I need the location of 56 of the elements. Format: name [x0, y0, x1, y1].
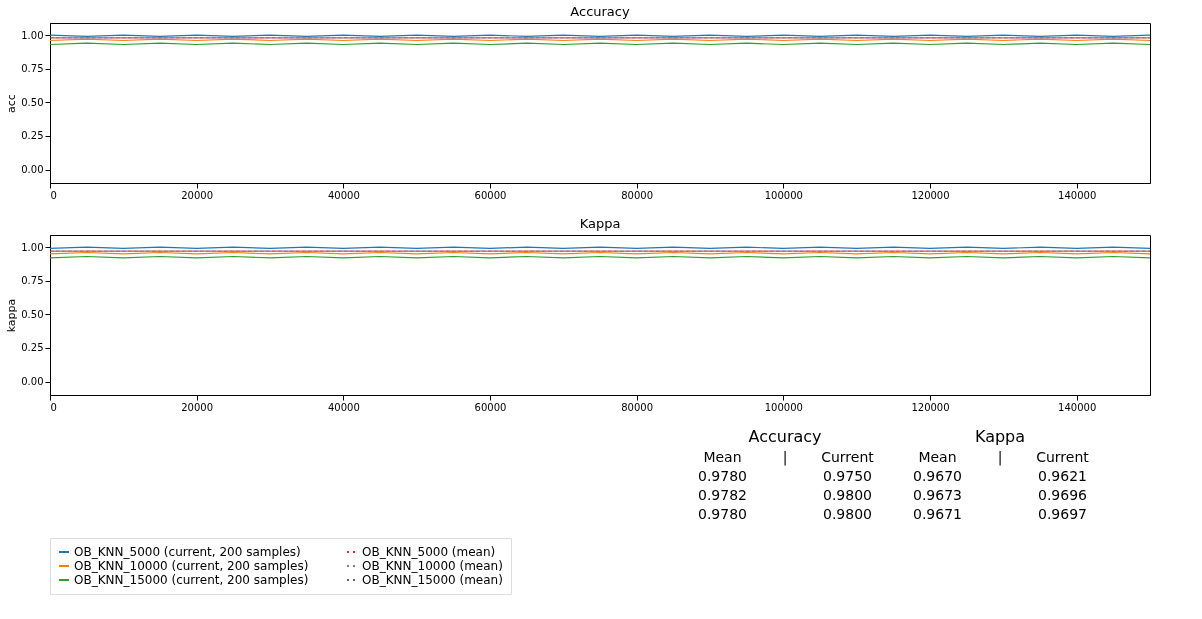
text: 0.9671: [913, 505, 962, 522]
text: Current: [1036, 449, 1090, 466]
y-tick-label: 0.75: [21, 63, 44, 75]
y-tick-label: 0.50: [21, 308, 44, 320]
y-tick-label: 1.00: [21, 241, 44, 253]
chart-title: Accuracy: [570, 4, 630, 19]
y-tick-label: 0.50: [21, 96, 44, 108]
x-tick-label: 0: [50, 189, 57, 201]
text: Accuracy: [748, 427, 822, 446]
text: 0.9800: [823, 486, 872, 503]
x-tick-label: 40000: [327, 401, 360, 413]
legend-label: OB_KNN_10000 (mean): [362, 559, 503, 573]
text: Mean: [918, 449, 957, 466]
x-tick-label: 100000: [764, 189, 803, 201]
x-tick-label: 80000: [621, 189, 654, 201]
chart-title: Kappa: [579, 216, 621, 231]
x-tick-label: 20000: [181, 401, 214, 413]
text: 0.9750: [823, 468, 872, 485]
text: Kappa: [974, 427, 1026, 446]
x-tick-label: 20000: [181, 189, 214, 201]
x-tick-label: 0: [50, 401, 57, 413]
text: 0.9782: [698, 486, 747, 503]
x-tick-label: 40000: [327, 189, 360, 201]
x-tick-label: 120000: [911, 189, 950, 201]
text: Current: [821, 449, 875, 466]
text: 0.9621: [1038, 468, 1087, 485]
legend-label: OB_KNN_15000 (current, 200 samples): [74, 573, 309, 587]
y-tick-label: 0.25: [21, 130, 44, 142]
y-tick-label: 0.25: [21, 342, 44, 354]
x-tick-label: 120000: [911, 401, 950, 413]
text: |: [782, 449, 788, 467]
text: 0.9780: [698, 505, 747, 522]
x-tick-label: 100000: [764, 401, 803, 413]
text: 0.9696: [1038, 486, 1088, 503]
y-axis-title: acc: [5, 94, 19, 113]
legend-label: OB_KNN_15000 (mean): [362, 573, 503, 587]
y-tick-label: 0.00: [21, 376, 44, 388]
x-tick-label: 140000: [1058, 401, 1097, 413]
legend-label: OB_KNN_10000 (current, 200 samples): [74, 559, 309, 573]
text: Mean: [703, 449, 742, 466]
x-tick-label: 60000: [474, 189, 507, 201]
y-tick-label: 0.00: [21, 164, 44, 176]
y-tick-label: 0.75: [21, 275, 44, 287]
x-tick-label: 60000: [474, 401, 507, 413]
text: |: [997, 449, 1003, 467]
y-tick-label: 1.00: [21, 29, 44, 41]
y-axis-title: kappa: [5, 298, 19, 333]
x-tick-label: 140000: [1058, 189, 1097, 201]
legend-label: OB_KNN_5000 (current, 200 samples): [74, 545, 301, 559]
x-tick-label: 80000: [621, 401, 654, 413]
legend-label: OB_KNN_5000 (mean): [362, 545, 496, 559]
text: 0.9800: [823, 505, 872, 522]
text: 0.9780: [698, 468, 747, 485]
text: 0.9673: [913, 486, 962, 503]
text: 0.9670: [913, 468, 962, 485]
text: 0.9697: [1038, 505, 1087, 522]
